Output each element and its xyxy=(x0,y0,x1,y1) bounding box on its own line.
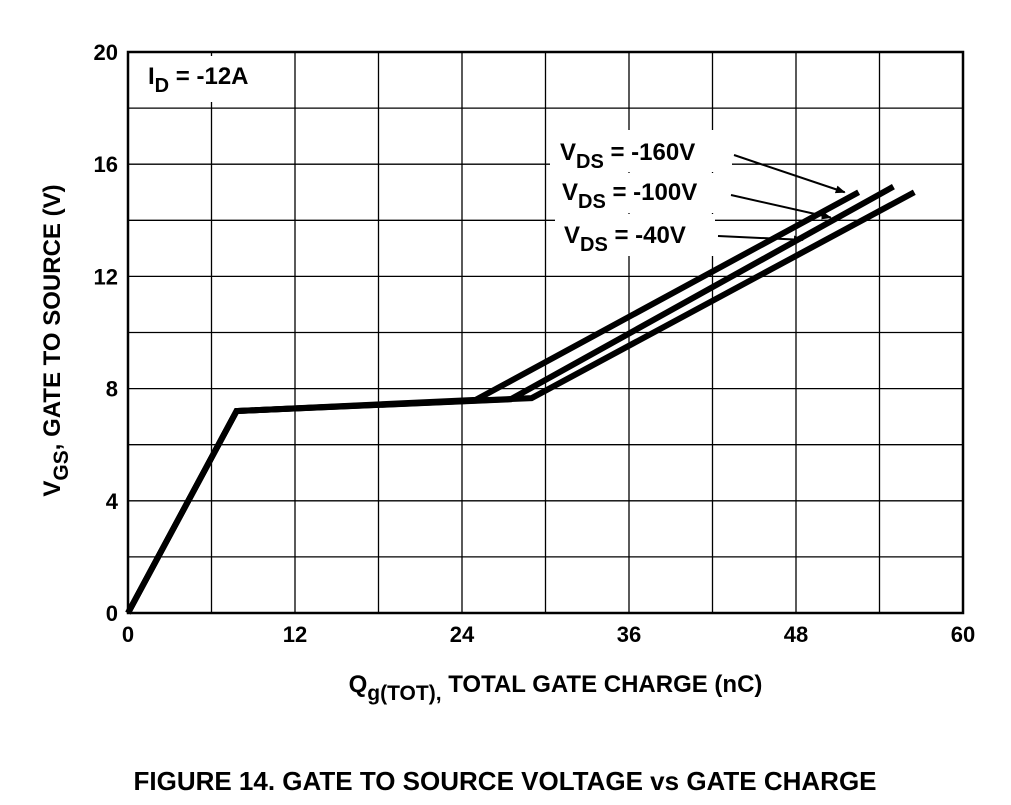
y-tick-label: 20 xyxy=(94,40,118,65)
x-tick-label: 60 xyxy=(951,622,975,647)
series-labels: VDS = -160V VDS = -100V VDS = -40V xyxy=(550,130,846,256)
x-axis-title: Qg(TOT), TOTAL GATE CHARGE (nC) xyxy=(349,671,763,705)
series-label-bg xyxy=(550,130,732,172)
series-line-3 xyxy=(125,189,916,615)
series-layer xyxy=(125,184,916,615)
x-tick-label: 24 xyxy=(450,622,475,647)
x-tick-label: 0 xyxy=(122,622,134,647)
x-tick-label: 36 xyxy=(617,622,641,647)
series-pointer-arrow xyxy=(730,194,832,220)
series-pointer-arrow xyxy=(717,235,804,244)
series-label-2: VDS = -100V xyxy=(562,179,697,213)
condition-label: ID = -12A xyxy=(148,63,249,97)
y-axis-title: VGS, GATE TO SOURCE (V) xyxy=(39,184,73,496)
series-label-3: VDS = -40V xyxy=(564,222,686,256)
y-tick-label: 0 xyxy=(106,601,118,626)
y-tick-label: 12 xyxy=(94,264,118,289)
figure-caption: FIGURE 14. GATE TO SOURCE VOLTAGE vs GAT… xyxy=(133,766,876,796)
plot-frame xyxy=(126,50,965,615)
y-tick-label: 8 xyxy=(106,377,118,402)
series-label-1: VDS = -160V xyxy=(560,139,695,173)
series-label-bg xyxy=(555,214,715,256)
x-tick-label: 12 xyxy=(283,622,307,647)
y-tick-label: 4 xyxy=(106,489,119,514)
grid xyxy=(128,52,963,613)
x-tick-label: 48 xyxy=(784,622,808,647)
series-label-bg xyxy=(555,173,730,213)
series-pointer-arrow xyxy=(733,154,846,194)
condition-label-bg xyxy=(134,56,282,102)
y-tick-label: 16 xyxy=(94,152,118,177)
